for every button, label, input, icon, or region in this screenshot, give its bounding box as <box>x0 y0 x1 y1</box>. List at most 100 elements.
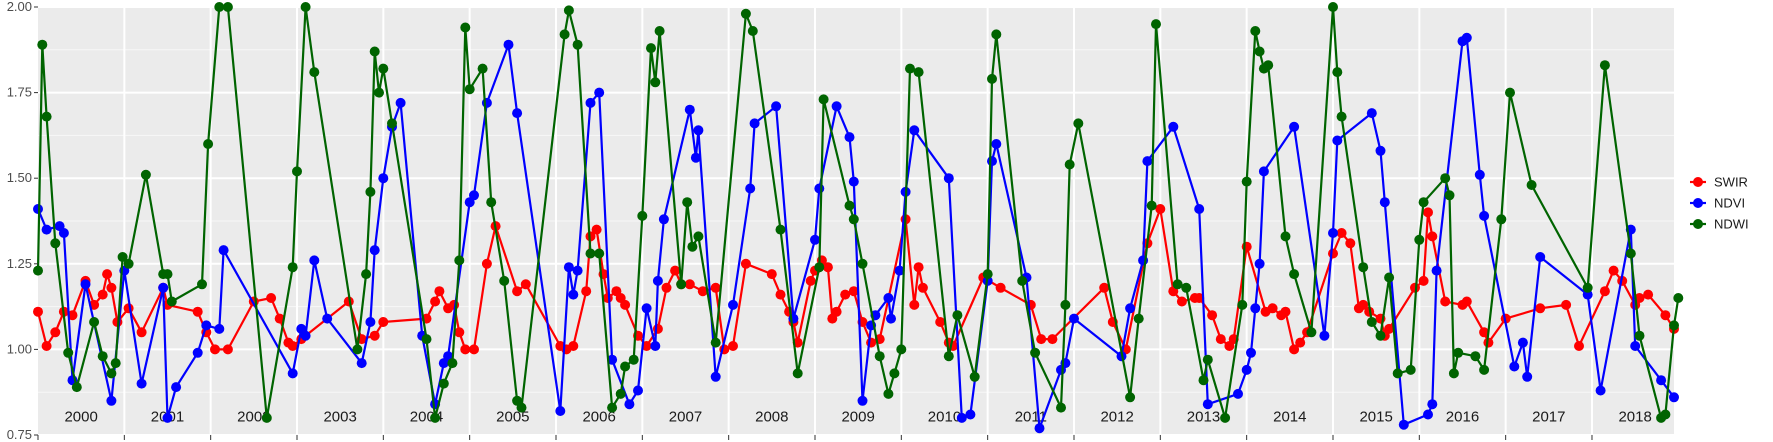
data-point <box>309 255 320 266</box>
data-point <box>322 313 333 324</box>
data-point <box>287 262 298 273</box>
data-point <box>197 279 207 290</box>
data-point <box>572 265 583 276</box>
data-point <box>1630 341 1641 351</box>
year-label: 2003 <box>323 408 356 425</box>
data-point <box>222 2 233 12</box>
data-point <box>857 395 868 406</box>
data-point <box>50 327 61 338</box>
data-point <box>1056 402 1066 413</box>
data-point <box>106 368 117 379</box>
data-point <box>97 351 108 362</box>
data-point <box>438 378 449 389</box>
data-point <box>300 330 311 341</box>
legend-item-ndwi: NDWI <box>1690 217 1749 232</box>
data-point <box>1453 347 1464 358</box>
data-point <box>1479 364 1490 375</box>
data-point <box>1336 228 1347 238</box>
data-point <box>987 156 997 167</box>
data-point <box>792 368 803 379</box>
data-point <box>1263 60 1274 71</box>
data-point <box>365 186 376 197</box>
data-point <box>33 306 43 317</box>
data-point <box>1237 299 1248 310</box>
data-point <box>652 275 663 286</box>
data-point <box>1017 275 1028 286</box>
data-point <box>123 258 134 269</box>
y-tick-label: 0.75 <box>7 427 32 442</box>
data-point <box>1375 330 1386 341</box>
data-point <box>982 269 993 280</box>
data-point <box>620 361 631 372</box>
data-point <box>818 94 829 105</box>
data-point <box>991 29 1002 40</box>
data-point <box>1479 327 1490 338</box>
legend-label: SWIR <box>1714 175 1748 190</box>
data-point <box>1233 388 1243 399</box>
data-point <box>555 406 566 416</box>
data-point <box>469 190 479 201</box>
data-point <box>1328 248 1338 259</box>
data-point <box>607 354 618 365</box>
data-point <box>624 399 635 410</box>
data-point <box>913 262 924 273</box>
data-point <box>1474 169 1485 180</box>
data-point <box>374 87 384 98</box>
data-point <box>814 262 825 273</box>
year-label: 2006 <box>582 408 615 425</box>
data-point <box>136 378 147 389</box>
data-point <box>886 313 896 324</box>
data-point <box>1574 341 1584 351</box>
data-point <box>292 166 302 177</box>
data-point <box>1517 337 1528 348</box>
data-point <box>831 306 842 317</box>
data-point <box>261 412 272 423</box>
data-point <box>822 262 833 273</box>
data-point <box>1099 282 1110 293</box>
legend: SWIR NDVI NDWI <box>1690 175 1749 232</box>
data-point <box>201 320 212 331</box>
data-point <box>1133 313 1144 324</box>
data-point <box>210 344 220 355</box>
year-label: 2008 <box>755 408 788 425</box>
data-point <box>447 358 458 369</box>
data-point <box>840 289 851 300</box>
legend-label: NDWI <box>1714 217 1749 232</box>
data-point <box>641 341 652 351</box>
series-line <box>36 36 1675 430</box>
data-point <box>1479 210 1490 221</box>
data-point <box>1280 231 1291 242</box>
data-point <box>1366 108 1377 119</box>
data-point <box>969 371 980 382</box>
data-point <box>1151 19 1161 30</box>
data-point <box>1669 320 1679 331</box>
data-point <box>369 245 380 256</box>
data-point <box>454 255 465 266</box>
data-point <box>682 197 693 208</box>
data-point <box>1375 145 1386 156</box>
legend-key-point <box>1693 177 1703 187</box>
data-point <box>1358 262 1369 273</box>
data-point <box>33 204 43 214</box>
data-point <box>1146 200 1157 211</box>
data-point <box>1194 204 1205 214</box>
year-label: 2016 <box>1446 408 1479 425</box>
series-layer <box>33 2 1684 434</box>
data-point <box>430 296 441 307</box>
data-point <box>1345 238 1356 249</box>
data-point <box>1427 399 1438 410</box>
data-point <box>1496 214 1507 225</box>
data-point <box>995 282 1006 293</box>
data-point <box>1060 299 1071 310</box>
data-point <box>710 282 721 293</box>
data-point <box>477 63 488 74</box>
data-point <box>1034 423 1045 434</box>
data-point <box>658 214 669 225</box>
data-point <box>158 282 169 293</box>
legend-item-ndvi: NDVI <box>1690 196 1745 211</box>
data-point <box>1384 323 1395 334</box>
data-point <box>594 248 605 259</box>
data-point <box>1431 265 1442 276</box>
data-point <box>1241 176 1252 187</box>
